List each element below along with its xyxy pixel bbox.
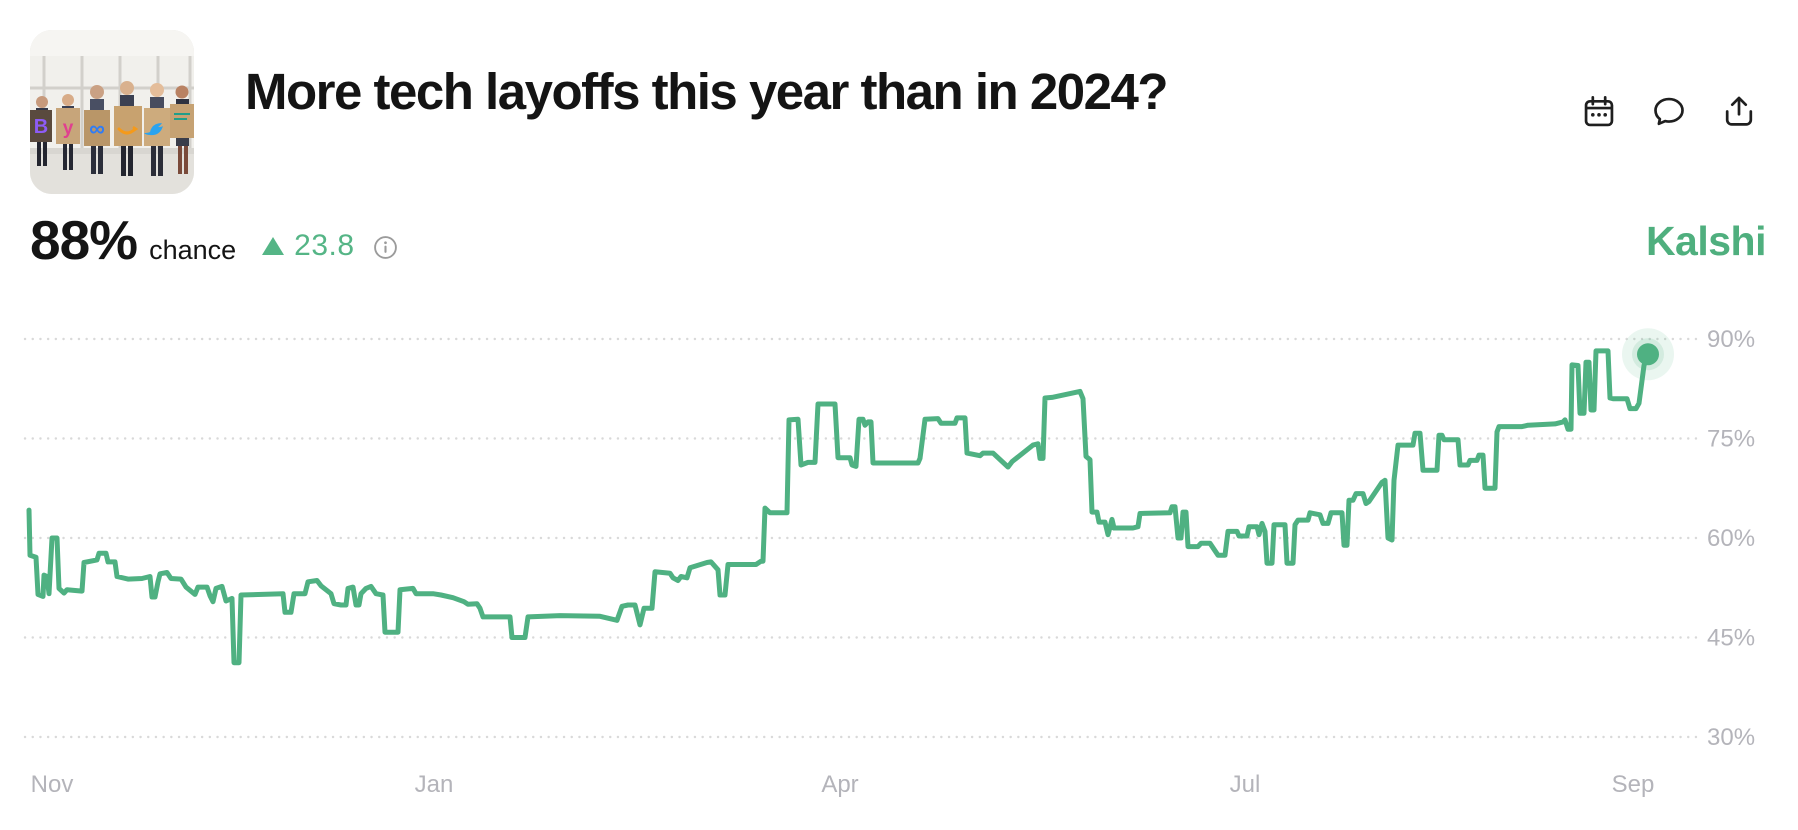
y-axis-label: 45% (1707, 624, 1755, 651)
thumbnail-illustration: B y ∞ (30, 30, 194, 194)
info-icon[interactable] (373, 235, 398, 263)
svg-text:B: B (34, 116, 48, 138)
kalshi-logo: Kalshi (1645, 218, 1767, 264)
comment-icon[interactable] (1650, 93, 1688, 131)
x-axis-label: Nov (31, 771, 74, 798)
change-indicator: 23.8 (262, 229, 354, 263)
market-thumbnail: B y ∞ (30, 30, 194, 194)
arrow-up-icon (262, 237, 285, 255)
y-axis-label: 75% (1707, 425, 1755, 452)
header-actions (1580, 93, 1758, 131)
change-value: 23.8 (294, 229, 355, 262)
probability-row: 88% chance 23.8 (30, 208, 398, 272)
current-point-dot (1637, 343, 1659, 366)
y-axis-label: 60% (1707, 525, 1755, 552)
y-axis-label: 90% (1707, 326, 1755, 353)
calendar-icon[interactable] (1580, 93, 1618, 131)
y-axis-label: 30% (1707, 724, 1755, 751)
probability-label: chance (149, 235, 237, 265)
probability-value: 88% (30, 209, 138, 271)
svg-text:∞: ∞ (89, 116, 105, 141)
page-title: More tech layoffs this year than in 2024… (245, 63, 1168, 120)
x-axis-label: Jan (415, 771, 454, 798)
svg-text:y: y (63, 118, 74, 139)
x-axis-label: Apr (821, 771, 858, 798)
x-axis-label: Sep (1612, 771, 1655, 798)
share-icon[interactable] (1720, 93, 1758, 131)
price-line (26, 348, 1651, 666)
x-axis-label: Jul (1230, 771, 1261, 798)
